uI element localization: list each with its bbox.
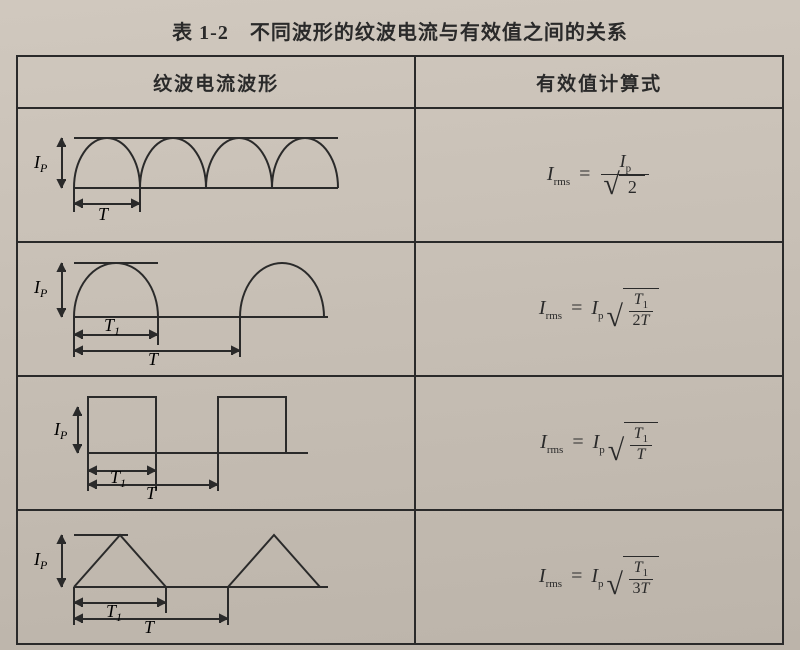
formula-rms-square: Irms = Ip T1 T (540, 422, 658, 464)
waveform-cell: IP T (17, 108, 415, 242)
formula-rms-fullwave: Irms = Ip 2 (547, 152, 651, 198)
waveform-triangle-pulsed: IP T1 T (28, 517, 368, 637)
svg-text:IP: IP (53, 419, 68, 442)
formula-cell: Irms = Ip T1 2T (415, 242, 783, 376)
table-row: IP T1 T Irms = Ip T1 2T (17, 242, 783, 376)
table-row: IP T1 T Irms = Ip T1 3T (17, 510, 783, 644)
formula-rms-triangle: Irms = Ip T1 3T (539, 556, 660, 598)
col-header-waveform: 纹波电流波形 (17, 56, 415, 108)
formula-cell: Irms = Ip T1 T (415, 376, 783, 510)
waveform-rectified-sine-pulsed: IP T1 T (28, 249, 368, 369)
formula-cell: Irms = Ip T1 3T (415, 510, 783, 644)
waveform-rms-table: 纹波电流波形 有效值计算式 (16, 55, 784, 645)
formula-cell: Irms = Ip 2 (415, 108, 783, 242)
svg-text:IP: IP (33, 549, 48, 572)
waveform-cell: IP T1 T (17, 242, 415, 376)
waveform-cell: IP T1 T (17, 510, 415, 644)
table-row: IP T1 T Irms = Ip T1 T (17, 376, 783, 510)
waveform-square-pulsed: IP T1 T (28, 383, 368, 503)
svg-text:IP: IP (33, 152, 48, 175)
table-row: IP T Irms = Ip 2 (17, 108, 783, 242)
svg-text:IP: IP (33, 277, 48, 300)
formula-rms-halfsine: Irms = Ip T1 2T (539, 288, 660, 330)
table-header-row: 纹波电流波形 有效值计算式 (17, 56, 783, 108)
document-page: 表 1-2 不同波形的纹波电流与有效值之间的关系 纹波电流波形 有效值计算式 (0, 0, 800, 650)
col-header-formula: 有效值计算式 (415, 56, 783, 108)
table-caption: 表 1-2 不同波形的纹波电流与有效值之间的关系 (16, 10, 784, 55)
svg-text:T: T (98, 204, 110, 224)
svg-text:T1: T1 (104, 315, 120, 338)
svg-text:T1: T1 (106, 601, 122, 624)
waveform-cell: IP T1 T (17, 376, 415, 510)
waveform-rectified-sine-continuous: IP T (28, 120, 368, 230)
